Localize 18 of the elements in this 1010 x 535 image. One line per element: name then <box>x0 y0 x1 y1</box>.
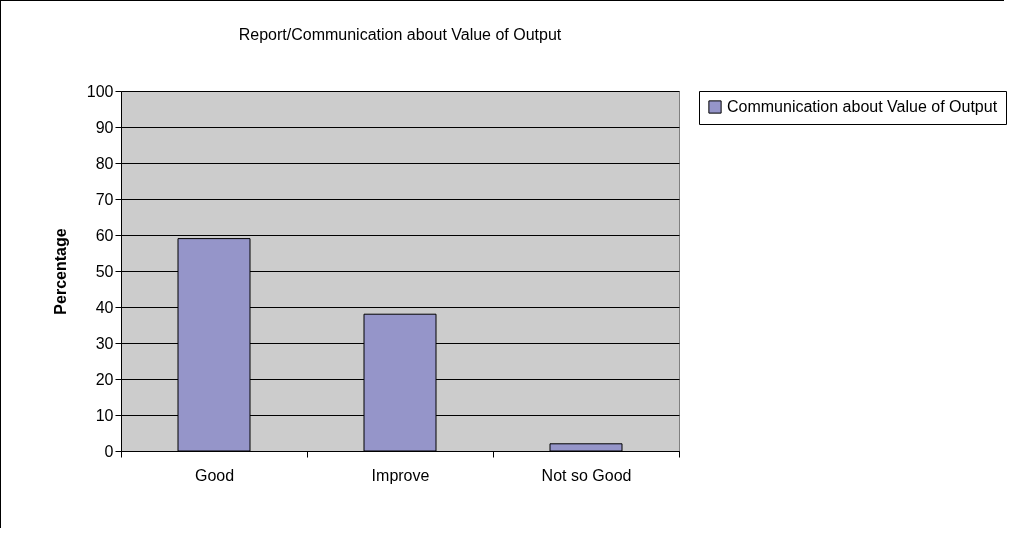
legend-label: Communication about Value of Output <box>727 98 998 115</box>
y-tick-label: 40 <box>95 298 114 316</box>
y-tick-label: 90 <box>95 118 114 136</box>
y-tick-label: 50 <box>95 262 114 280</box>
y-tick-label: 30 <box>95 334 114 352</box>
x-tick-label: Improve <box>371 466 430 484</box>
x-tick-label: Good <box>194 466 235 484</box>
y-axis-title: Percentage <box>51 228 69 315</box>
y-tick-label: 70 <box>95 190 114 208</box>
y-tick-label: 80 <box>95 154 114 172</box>
bar <box>549 443 623 452</box>
chart-title: Report/Communication about Value of Output <box>238 26 562 43</box>
y-tick-label: 10 <box>95 406 114 424</box>
y-tick-label: 0 <box>104 442 114 460</box>
y-tick-label: 100 <box>86 82 114 100</box>
x-tick-label: Not so Good <box>541 466 632 484</box>
y-tick-label: 20 <box>95 370 114 388</box>
y-tick-label: 60 <box>95 226 114 244</box>
